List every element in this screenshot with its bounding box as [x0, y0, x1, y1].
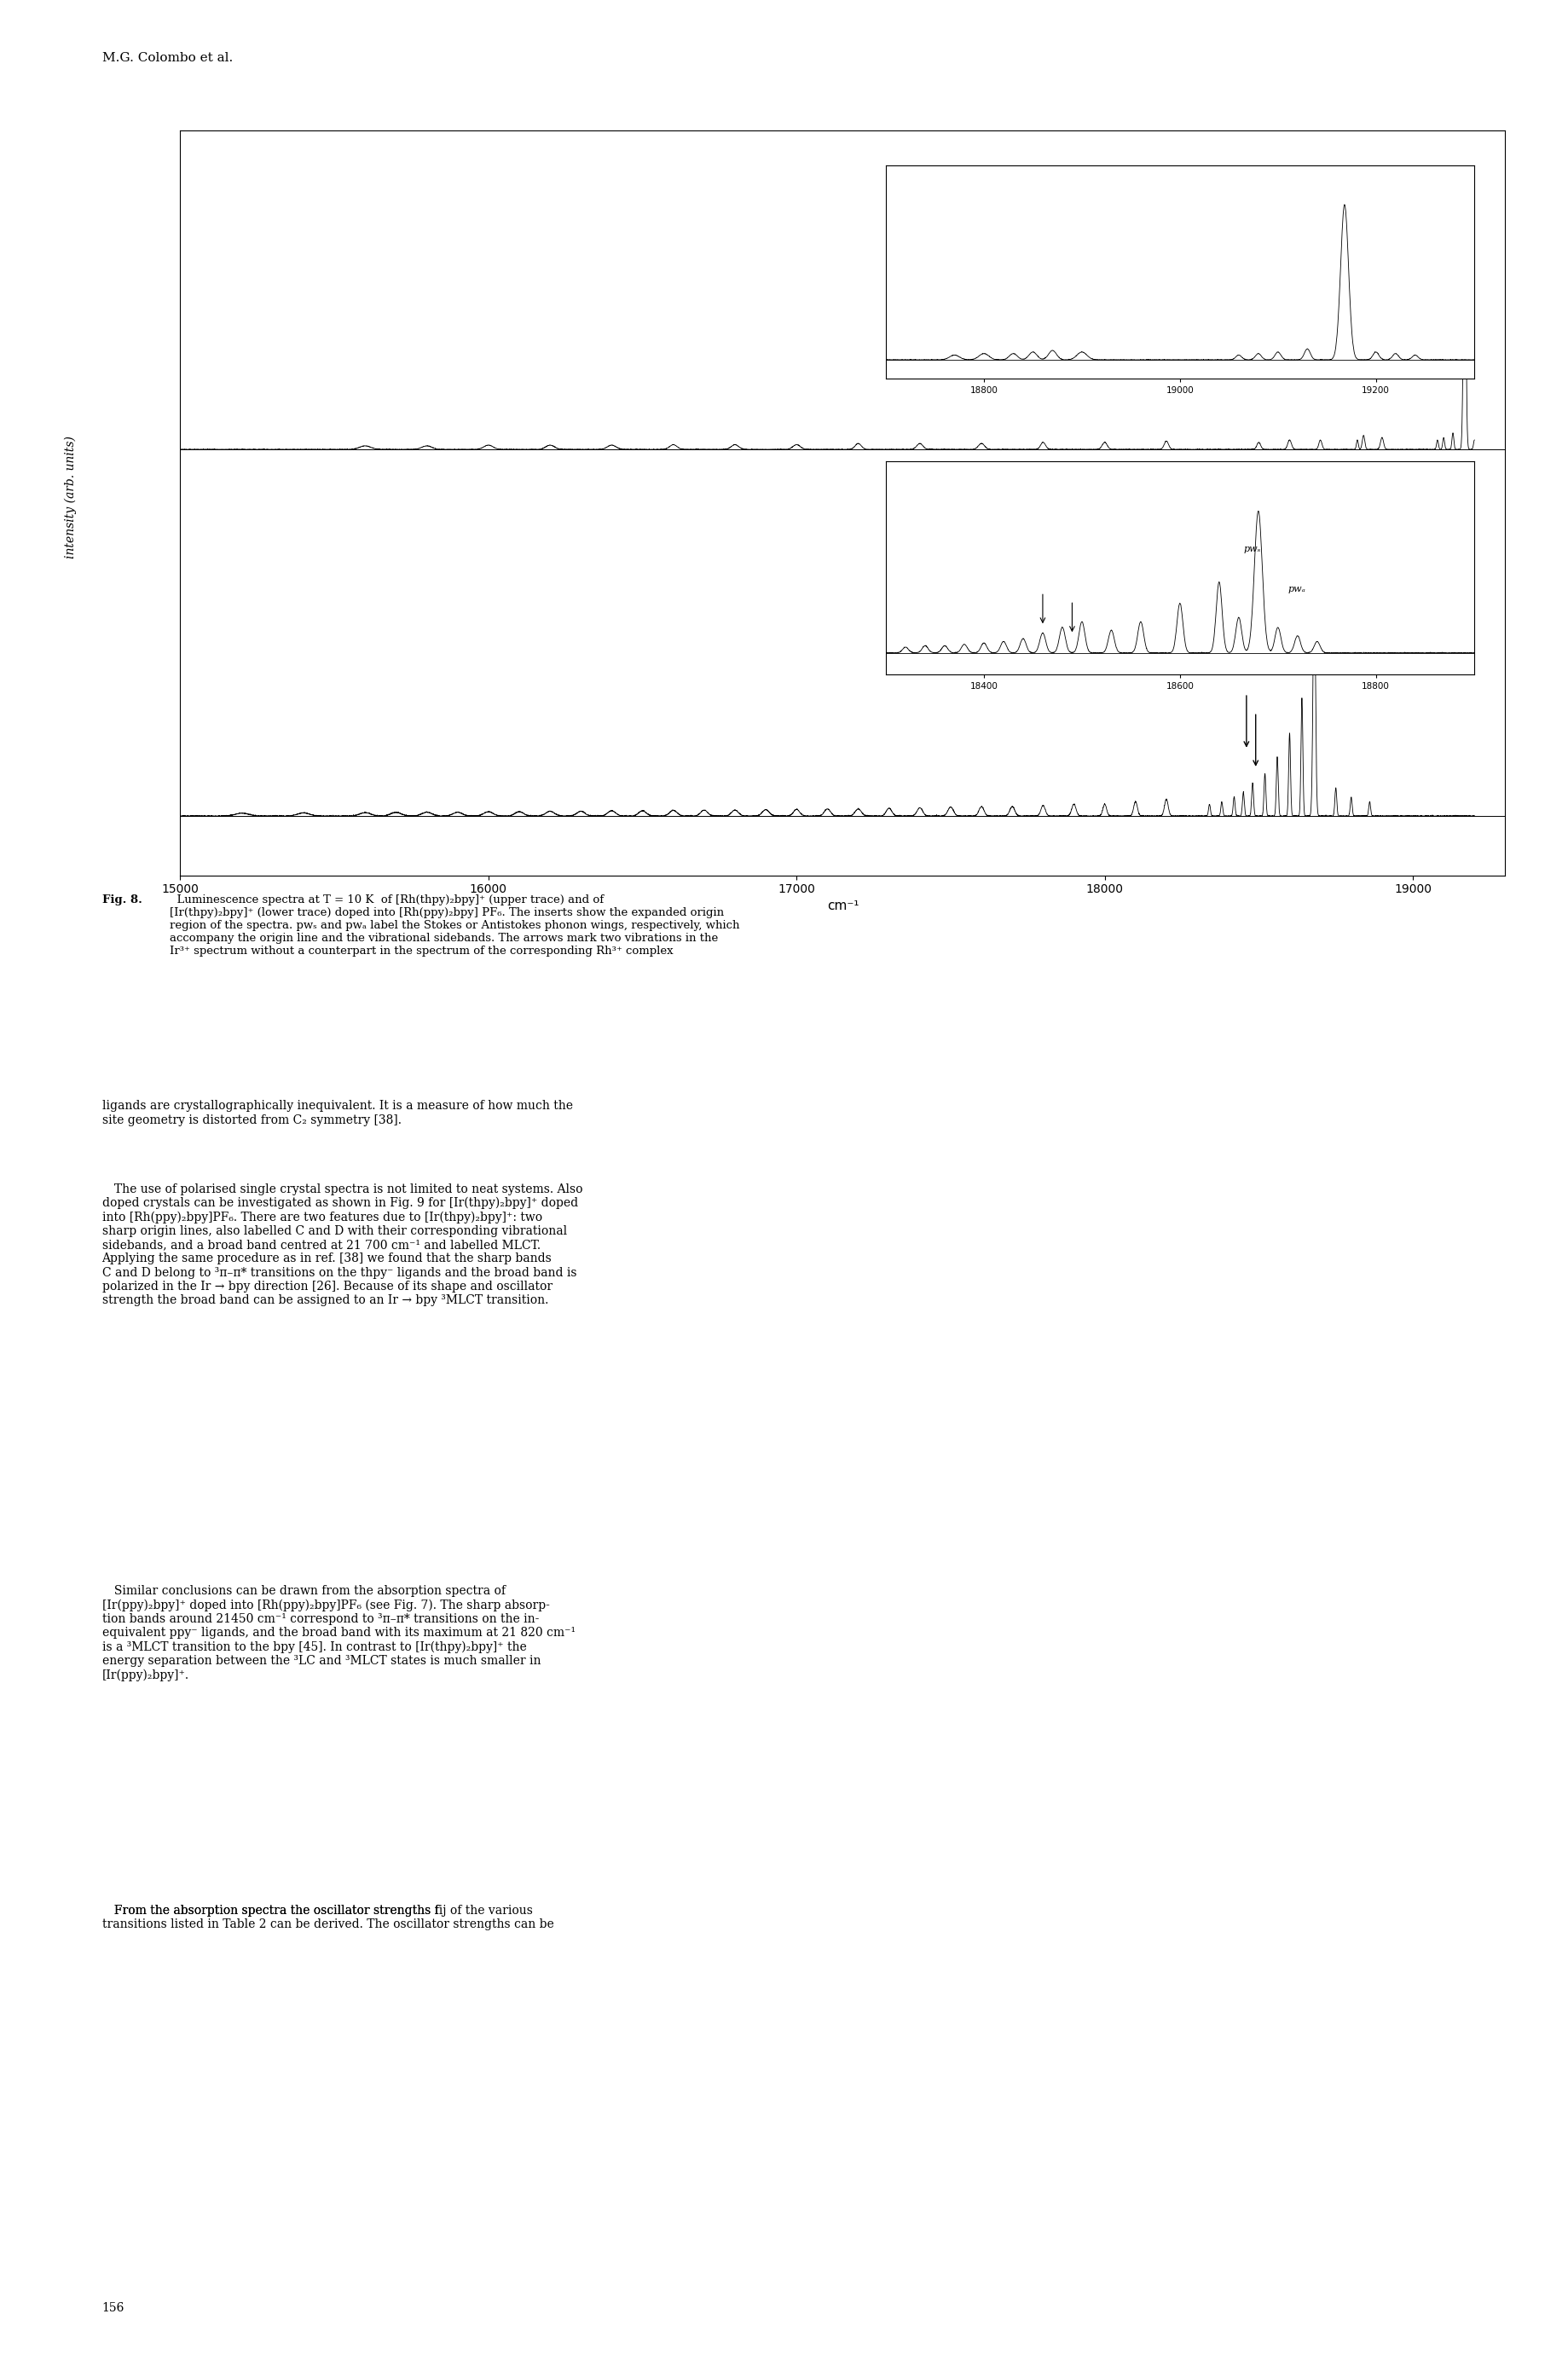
Text: intensity (arb. units): intensity (arb. units) — [64, 435, 77, 558]
Text: ligands are crystallographically inequivalent. It is a measure of how much the
s: ligands are crystallographically inequiv… — [102, 1100, 572, 1126]
Text: M.G. Colombo et al.: M.G. Colombo et al. — [102, 52, 232, 64]
Text: IrT2B⁺: IrT2B⁺ — [1403, 599, 1444, 610]
X-axis label: cm⁻¹: cm⁻¹ — [826, 899, 859, 911]
Text: From the absorption spectra the oscillator strengths fij of the various
transiti: From the absorption spectra the oscillat… — [102, 1905, 554, 1931]
Text: 156: 156 — [102, 2302, 124, 2314]
Text: Fig. 8.: Fig. 8. — [102, 894, 141, 906]
Text: pwₛ: pwₛ — [1243, 544, 1261, 554]
Text: From the absorption spectra the oscillator strengths f: From the absorption spectra the oscillat… — [102, 1905, 439, 1916]
Text: RhT2B⁺: RhT2B⁺ — [1397, 220, 1444, 232]
Text: The use of polarised single crystal spectra is not limited to neat systems. Also: The use of polarised single crystal spec… — [102, 1183, 582, 1306]
Text: Similar conclusions can be drawn from the absorption spectra of
[Ir(ppy)₂bpy]⁺ d: Similar conclusions can be drawn from th… — [102, 1585, 575, 1682]
Text: pwₐ: pwₐ — [1287, 584, 1306, 594]
Text: Luminescence spectra at T = 10 K  of [Rh(thpy)₂bpy]⁺ (upper trace) and of
[Ir(th: Luminescence spectra at T = 10 K of [Rh(… — [169, 894, 740, 956]
